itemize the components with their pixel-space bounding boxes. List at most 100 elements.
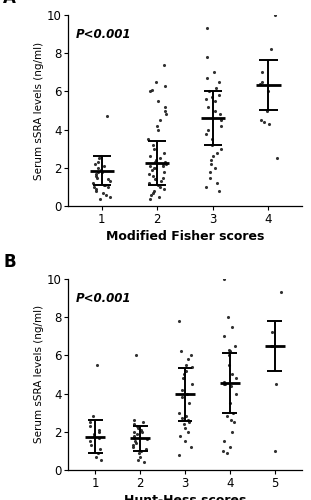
Point <box>205 103 210 111</box>
Point <box>143 445 148 453</box>
Point <box>181 370 186 378</box>
Point <box>154 156 159 164</box>
Point <box>187 399 192 407</box>
Point <box>208 168 213 176</box>
Point <box>92 432 97 440</box>
Point <box>147 162 152 170</box>
Point <box>93 185 98 193</box>
Point <box>229 322 234 330</box>
Point <box>87 418 92 426</box>
Point <box>133 438 138 446</box>
Point <box>183 361 188 369</box>
Y-axis label: Serum sSRA levels (ng/ml): Serum sSRA levels (ng/ml) <box>34 306 44 444</box>
Point <box>180 386 185 394</box>
Point <box>141 458 146 466</box>
Point <box>205 126 210 134</box>
Point <box>204 53 209 61</box>
Point <box>161 162 166 170</box>
Point <box>162 103 167 111</box>
Point <box>180 414 185 422</box>
Point <box>156 126 160 134</box>
Point <box>218 116 223 124</box>
Point <box>93 160 98 168</box>
Point <box>204 95 209 103</box>
Point <box>227 346 232 354</box>
Point <box>103 181 108 189</box>
Point <box>258 80 263 88</box>
Point <box>274 380 279 388</box>
Point <box>135 424 140 432</box>
Point <box>162 106 167 114</box>
Point <box>230 370 234 378</box>
Point <box>132 420 137 428</box>
Point <box>226 361 231 369</box>
Point <box>262 118 267 126</box>
Point <box>270 328 275 336</box>
Point <box>137 449 142 457</box>
Point <box>91 412 95 420</box>
Point <box>99 456 104 464</box>
Point <box>101 189 106 197</box>
Point <box>178 432 183 440</box>
Point <box>131 441 136 449</box>
Point <box>228 348 233 356</box>
Point <box>94 172 99 179</box>
Point <box>269 342 274 349</box>
Point <box>101 162 106 170</box>
Point <box>178 348 183 356</box>
Point <box>212 164 217 172</box>
Point <box>157 192 162 200</box>
Point <box>217 78 222 86</box>
Point <box>229 416 234 424</box>
Point <box>161 185 166 193</box>
Point <box>131 443 136 451</box>
Point <box>228 443 233 451</box>
Point <box>177 450 182 458</box>
Point <box>153 78 158 86</box>
Point <box>158 183 163 191</box>
Point <box>150 189 155 197</box>
Point <box>225 313 230 321</box>
Point <box>151 172 156 179</box>
Point <box>161 160 166 168</box>
Point <box>204 74 209 82</box>
Point <box>209 136 214 143</box>
Point <box>219 145 224 153</box>
Point <box>131 434 136 442</box>
Point <box>186 355 191 363</box>
Point <box>230 428 234 436</box>
Point <box>272 447 277 455</box>
Point <box>163 82 168 90</box>
Point <box>96 168 101 176</box>
Point <box>181 374 186 382</box>
Point <box>153 158 158 166</box>
Point <box>182 438 187 446</box>
Point <box>217 110 222 118</box>
Point <box>147 152 152 160</box>
Point <box>177 408 182 416</box>
Point <box>148 190 153 198</box>
Point <box>101 181 106 189</box>
Point <box>234 390 239 398</box>
Point <box>153 176 158 184</box>
Point <box>217 92 222 100</box>
Point <box>188 352 193 360</box>
Point <box>218 122 223 130</box>
Point <box>97 434 102 442</box>
Point <box>139 447 144 455</box>
Point <box>163 160 168 168</box>
Point <box>265 88 270 96</box>
Point <box>137 452 142 460</box>
Point <box>223 380 228 388</box>
Point <box>95 449 100 457</box>
Point <box>179 394 184 402</box>
Point <box>134 422 139 430</box>
Point <box>98 166 103 174</box>
Point <box>91 430 96 438</box>
Point <box>134 352 139 360</box>
Point <box>151 164 156 172</box>
Point <box>206 88 211 96</box>
Point <box>259 68 264 76</box>
Point <box>203 183 208 191</box>
Point <box>147 170 152 177</box>
